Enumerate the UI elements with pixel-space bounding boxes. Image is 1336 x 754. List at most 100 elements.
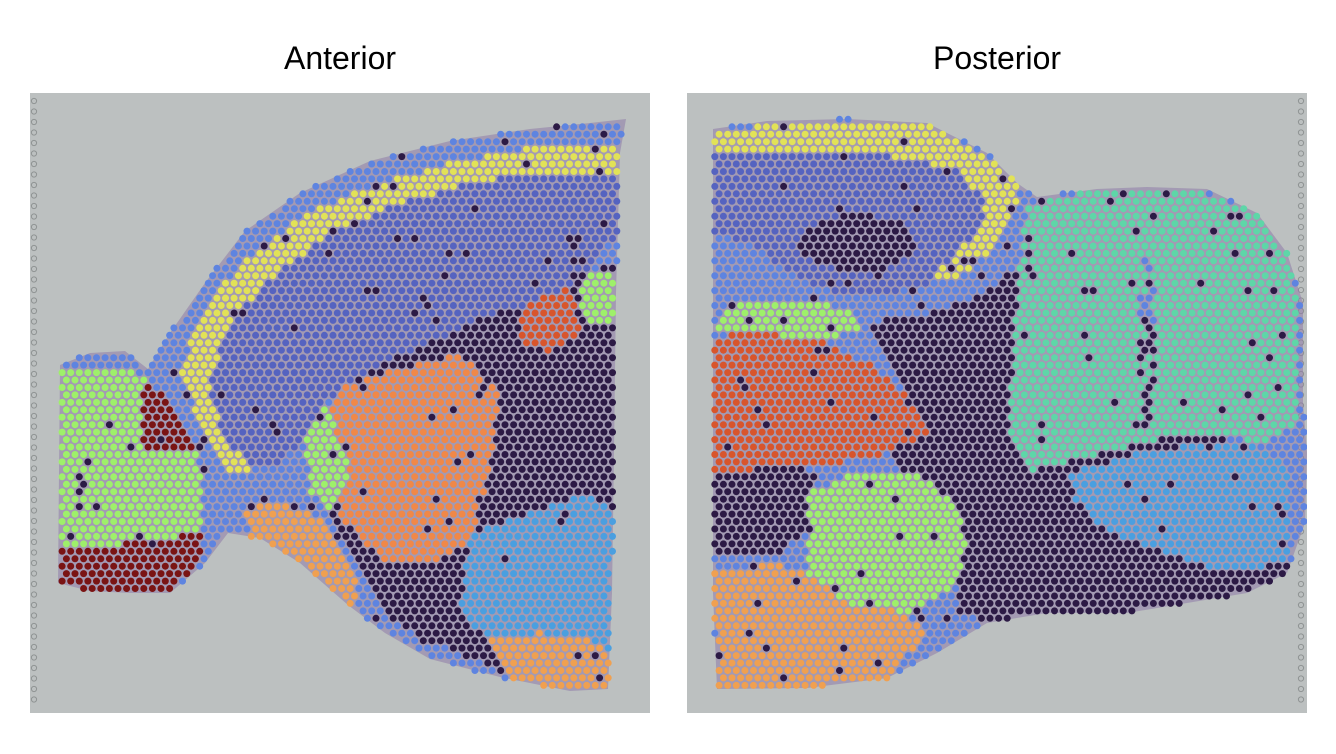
spot <box>1132 287 1140 295</box>
spot <box>256 458 264 466</box>
spot <box>170 443 178 451</box>
spot <box>179 324 186 332</box>
spot <box>1016 205 1024 213</box>
spot <box>557 458 565 466</box>
spot <box>75 503 83 511</box>
spot <box>561 391 569 399</box>
spot <box>943 257 951 265</box>
spot <box>174 436 182 444</box>
spot <box>368 205 376 213</box>
spot <box>419 220 427 228</box>
spot <box>909 153 917 161</box>
spot <box>333 190 341 198</box>
spot <box>376 577 384 585</box>
spot <box>488 488 496 496</box>
spot <box>161 398 169 406</box>
spot <box>368 175 376 183</box>
spot <box>411 220 419 228</box>
spot <box>754 168 762 175</box>
spot <box>737 168 745 175</box>
spot <box>604 346 612 354</box>
spot <box>454 652 462 660</box>
spot <box>1218 302 1226 309</box>
spot <box>239 518 247 525</box>
spot <box>600 339 608 347</box>
spot <box>299 279 307 287</box>
spot <box>609 145 616 153</box>
spot <box>273 249 281 257</box>
spot <box>1223 220 1230 228</box>
spot <box>1192 197 1200 205</box>
spot <box>570 674 578 682</box>
spot <box>1192 242 1200 250</box>
spot <box>217 436 225 444</box>
spot <box>243 242 251 250</box>
spot <box>385 473 393 481</box>
spot <box>604 197 612 205</box>
spot <box>351 428 358 436</box>
spot <box>510 212 518 220</box>
spot <box>299 205 307 213</box>
spot <box>411 562 419 570</box>
spot <box>368 384 376 391</box>
spot <box>1063 287 1071 295</box>
fiducial-dot <box>1297 181 1305 189</box>
spot <box>561 272 569 280</box>
spot <box>200 510 208 518</box>
spot <box>359 488 367 496</box>
spot <box>930 249 938 257</box>
spot <box>917 168 925 175</box>
spot <box>441 599 449 607</box>
fiducial-dot <box>30 538 38 546</box>
spot <box>346 540 354 548</box>
fiducial-dot <box>30 160 38 168</box>
spot <box>535 495 543 503</box>
spot <box>561 287 569 295</box>
spot <box>260 421 268 429</box>
spot <box>844 309 852 317</box>
spot <box>566 503 573 511</box>
spot <box>767 190 775 198</box>
spot <box>600 160 608 168</box>
spot <box>497 279 505 287</box>
spot <box>960 272 968 280</box>
spot <box>728 168 736 175</box>
spot <box>316 354 324 362</box>
spot <box>449 346 457 354</box>
spot <box>1042 220 1050 228</box>
spot <box>140 480 148 488</box>
spot <box>1106 257 1114 265</box>
spot <box>363 212 371 220</box>
spot <box>265 384 272 391</box>
spot <box>801 309 809 317</box>
spot <box>604 570 612 578</box>
spot <box>1137 235 1144 242</box>
spot <box>320 316 328 324</box>
spot <box>123 406 131 414</box>
spot <box>277 212 285 220</box>
spot <box>523 220 530 228</box>
spot <box>385 488 393 496</box>
spot <box>200 376 208 384</box>
spot <box>591 264 599 272</box>
spot <box>363 614 371 622</box>
spot <box>904 220 912 228</box>
spot <box>230 503 238 511</box>
spot <box>411 309 419 317</box>
spot <box>1266 249 1273 257</box>
spot <box>977 302 985 309</box>
spot <box>857 153 865 161</box>
spot <box>956 220 964 228</box>
spot <box>510 465 518 473</box>
spot <box>97 376 105 384</box>
spot <box>965 309 972 317</box>
spot <box>213 428 221 436</box>
spot <box>458 227 466 235</box>
spot <box>1197 294 1205 302</box>
spot <box>1240 294 1248 302</box>
spot <box>857 168 865 175</box>
spot <box>484 480 492 488</box>
spot <box>449 451 457 458</box>
spot <box>995 272 1003 280</box>
spot <box>462 562 470 570</box>
